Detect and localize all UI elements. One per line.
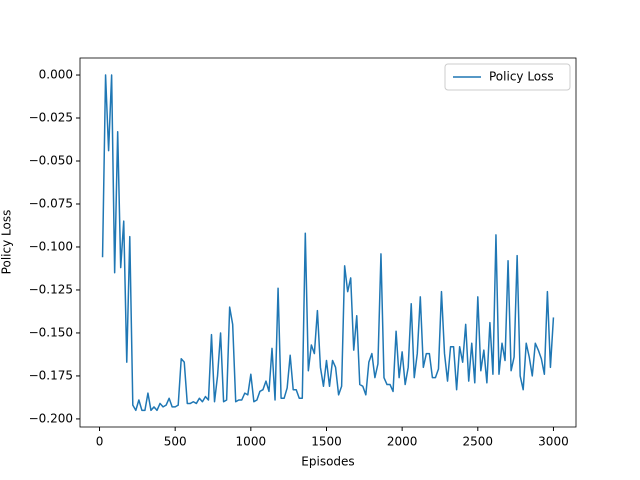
x-tick-label: 1000 <box>236 435 267 449</box>
y-tick-label: −0.050 <box>29 153 73 167</box>
line-series <box>101 74 555 412</box>
y-tick-label: −0.125 <box>29 282 73 296</box>
x-tick-label: 0 <box>96 435 104 449</box>
x-tick-label: 3000 <box>538 435 569 449</box>
y-tick-label: −0.075 <box>29 196 73 210</box>
y-tick-label: −0.150 <box>29 325 73 339</box>
y-tick-label: −0.025 <box>29 111 73 125</box>
x-tick-label: 1500 <box>311 435 342 449</box>
y-tick-label: −0.100 <box>29 239 73 253</box>
x-axis-label: Episodes <box>301 455 354 469</box>
y-tick-label: 0.000 <box>39 68 73 82</box>
y-tick-label: −0.175 <box>29 368 73 382</box>
plot-frame <box>79 57 577 428</box>
x-tick-label: 500 <box>164 435 187 449</box>
x-tick-label: 2000 <box>387 435 418 449</box>
x-tick-label: 2500 <box>463 435 494 449</box>
y-tick-label: −0.200 <box>29 411 73 425</box>
y-axis-label: Policy Loss <box>0 210 14 275</box>
legend-box <box>444 63 571 91</box>
legend-label: Policy Loss <box>489 70 554 84</box>
